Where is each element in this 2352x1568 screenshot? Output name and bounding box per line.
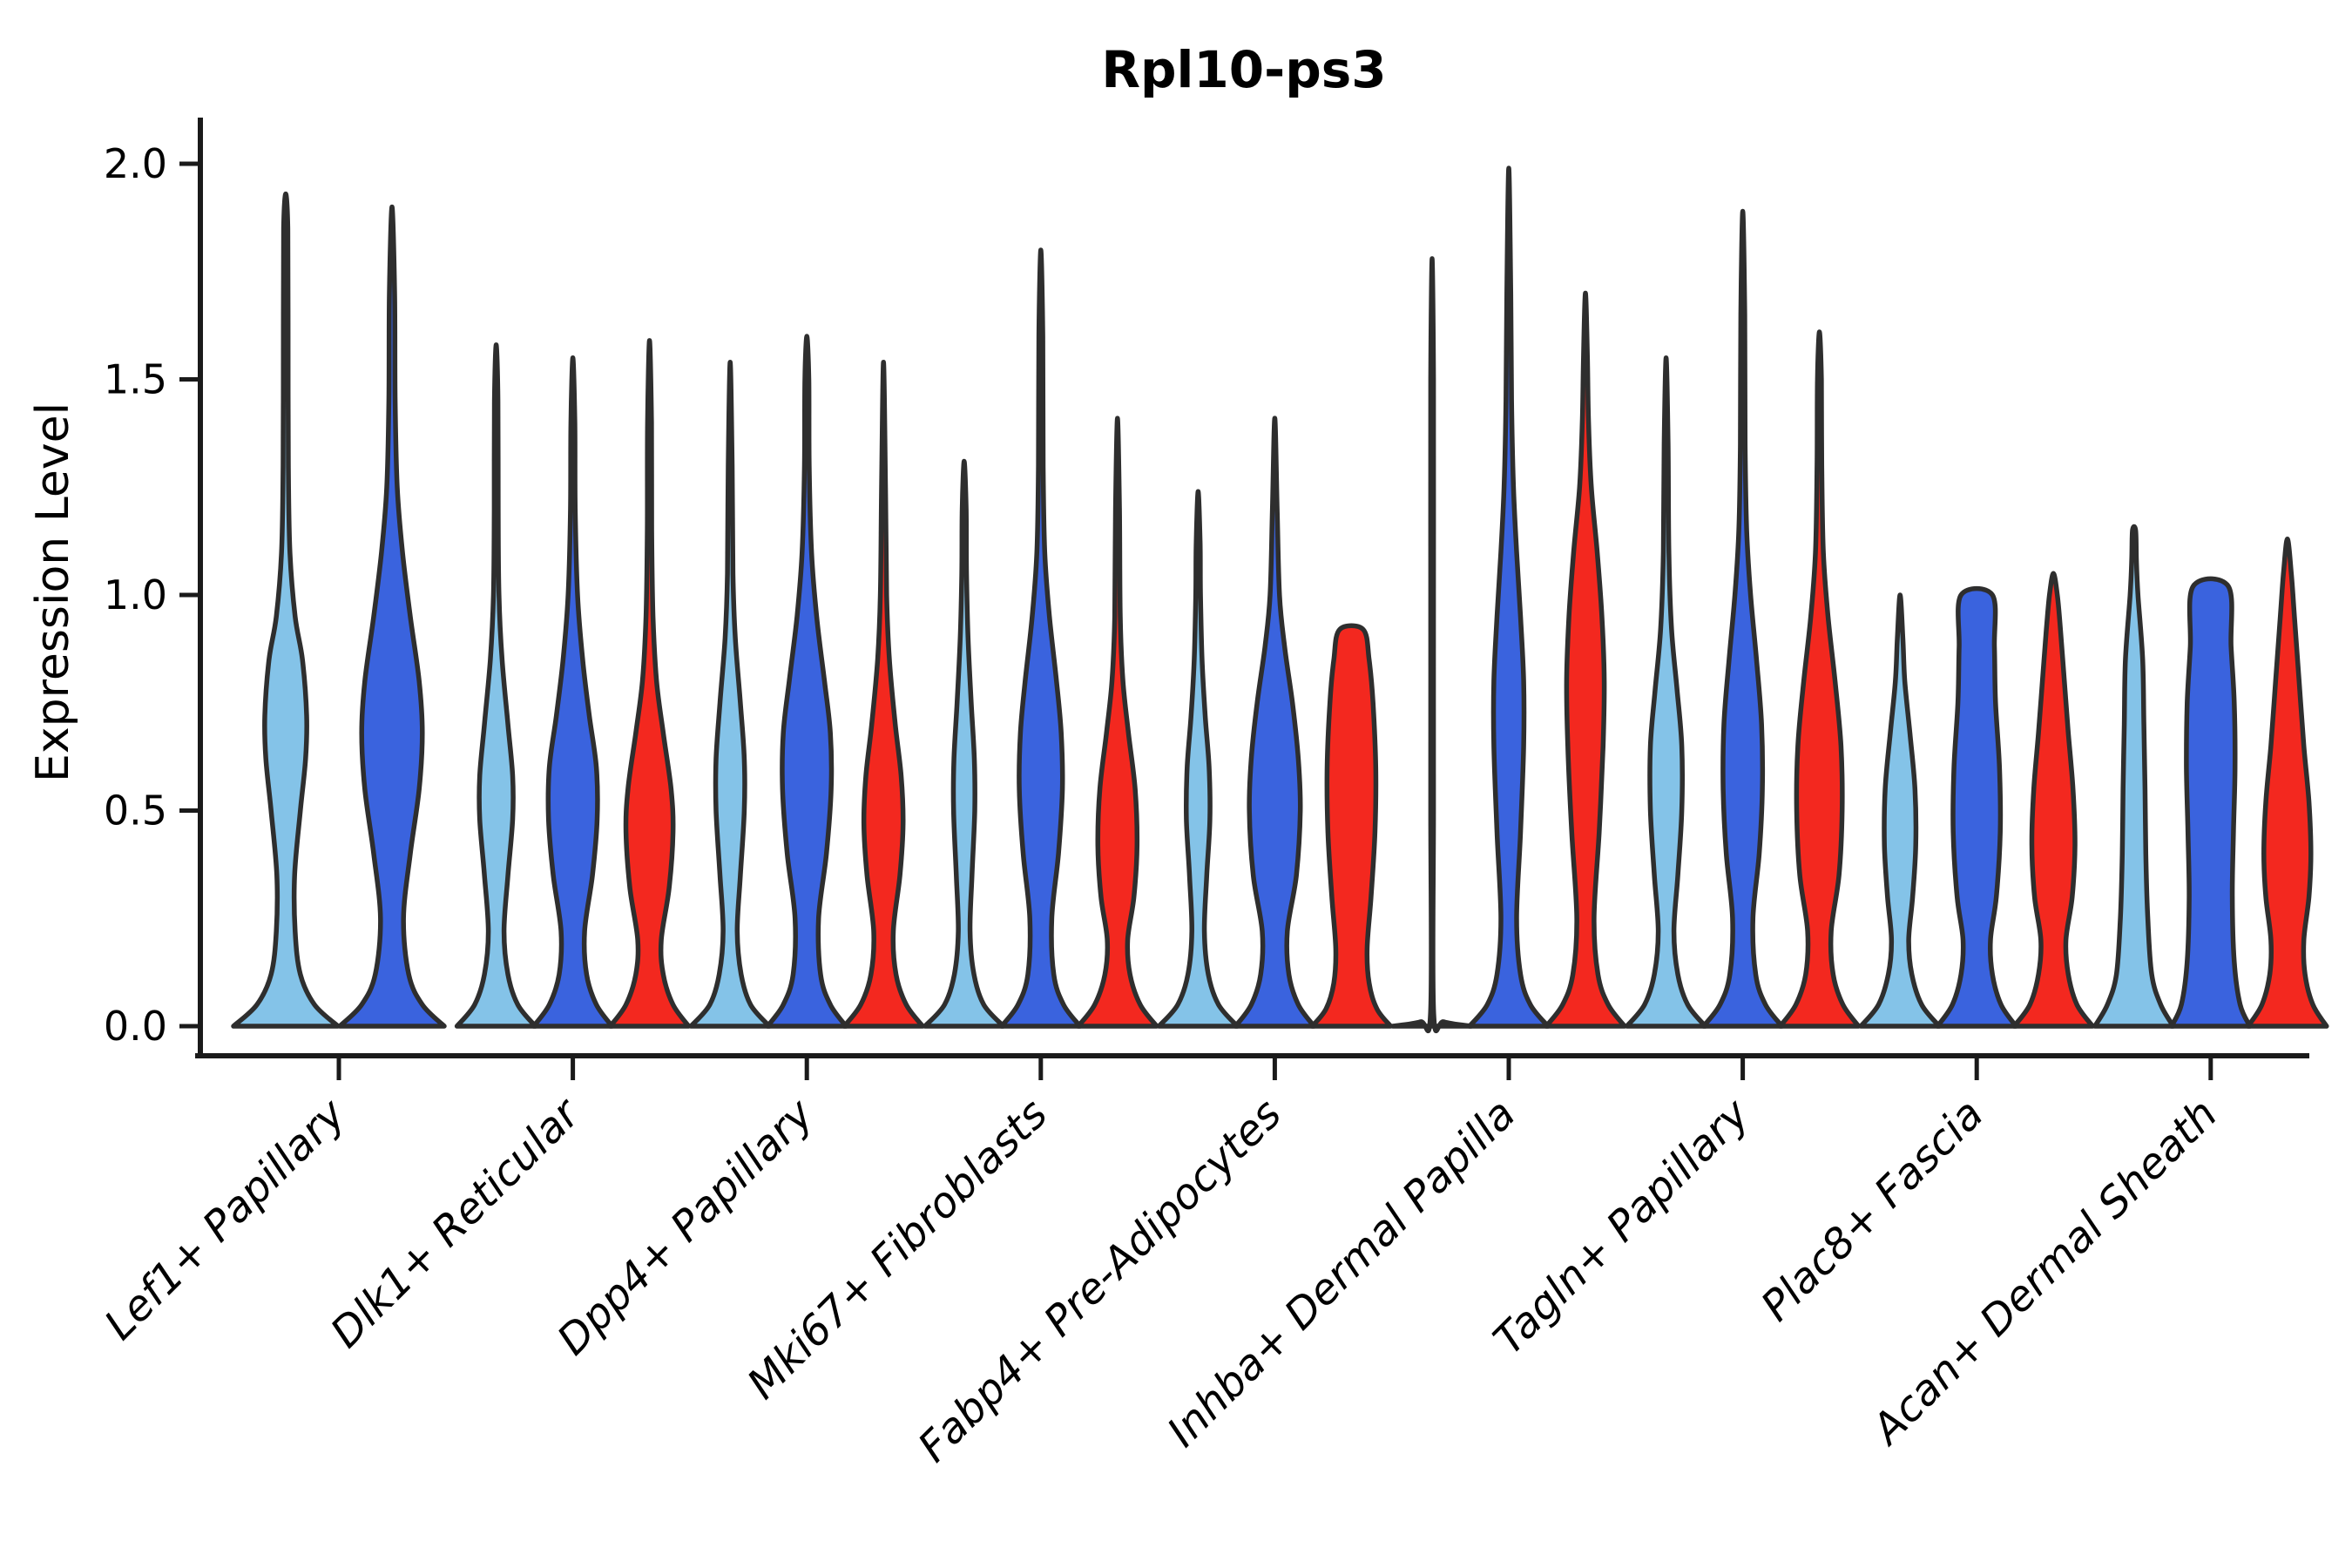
y-tick-label: 0.0 (104, 1003, 167, 1050)
x-tick-label: Lef1+ Papillary (95, 1089, 355, 1349)
y-axis-ticks: 0.0 0.5 1.0 1.5 2.0 (104, 140, 200, 1050)
violin-5-dark_blue (1233, 416, 1317, 1029)
violin-7-light_blue (1624, 355, 1708, 1029)
violin-8-light_blue (1858, 592, 1942, 1029)
page-title: Rpl10-ps3 (1101, 40, 1386, 99)
y-tick-label: 0.5 (104, 787, 167, 835)
violin-6-red (1544, 290, 1627, 1029)
violin-6-light_blue (1390, 256, 1474, 1034)
violin-5-red (1309, 623, 1394, 1029)
violin-6-dark_blue (1467, 166, 1551, 1029)
violin-8-red (2011, 571, 2095, 1029)
y-axis-label: Expression Level (27, 402, 79, 782)
violins-layer (231, 166, 2329, 1034)
violin-1-light_blue (231, 191, 341, 1029)
violin-3-dark_blue (765, 334, 848, 1029)
violin-4-red (1076, 416, 1159, 1029)
violin-7-red (1777, 329, 1862, 1029)
violin-3-light_blue (688, 359, 772, 1029)
violin-2-light_blue (454, 342, 538, 1029)
violin-4-dark_blue (999, 247, 1083, 1029)
violin-2-red (607, 338, 692, 1029)
violin-9-dark_blue (2169, 576, 2253, 1029)
y-tick-label: 1.5 (104, 356, 167, 403)
violin-9-red (2246, 536, 2329, 1029)
violin-3-red (841, 359, 925, 1029)
x-tick-label: Dlk1+ Reticular (321, 1088, 591, 1358)
y-tick-label: 1.0 (104, 571, 167, 618)
x-tick-label: Plac8+ Fascia (1752, 1090, 1993, 1331)
violin-5-light_blue (1156, 489, 1240, 1029)
violin-7-dark_blue (1700, 208, 1785, 1029)
x-tick-label: Dpp4+ Papillary (548, 1089, 823, 1364)
x-tick-label: Tagln+ Papillary (1484, 1089, 1760, 1364)
violin-9-light_blue (2092, 524, 2176, 1029)
violin-2-dark_blue (531, 355, 615, 1029)
violin-8-dark_blue (1935, 585, 2018, 1029)
violin-1-dark_blue (337, 204, 447, 1029)
y-tick-label: 2.0 (104, 140, 167, 187)
violin-4-light_blue (923, 458, 1006, 1029)
